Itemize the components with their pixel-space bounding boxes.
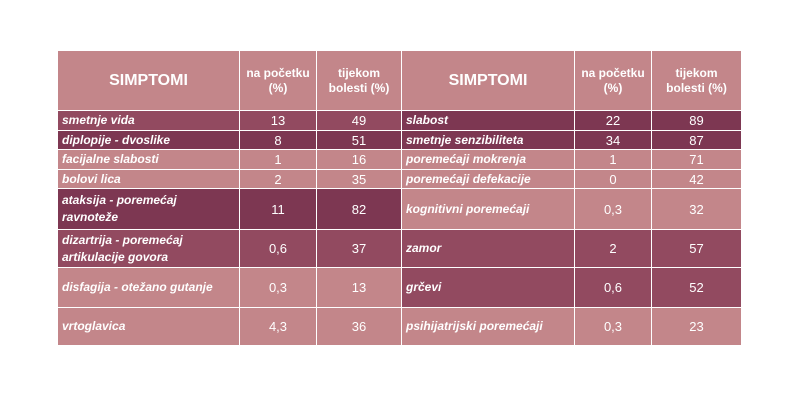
right-at-start-value: 22 <box>574 110 652 131</box>
left-symptom-name: bolovi lica <box>57 169 240 189</box>
header-during-right: tijekom bolesti (%) <box>651 50 742 111</box>
left-at-start-value: 11 <box>239 188 317 230</box>
left-at-start-value: 8 <box>239 130 317 150</box>
table-row: ataksija - poremećaj ravnoteže 11 82 kog… <box>57 188 742 230</box>
right-at-start-value: 0,6 <box>574 267 652 308</box>
right-at-start-value: 34 <box>574 130 652 150</box>
table-row: disfagija - otežano gutanje 0,3 13 grčev… <box>57 267 742 308</box>
right-during-value: 52 <box>651 267 742 308</box>
right-during-value: 87 <box>651 130 742 150</box>
right-during-value: 42 <box>651 169 742 189</box>
right-symptom-name: poremećaji defekacije <box>401 169 575 189</box>
right-during-value: 32 <box>651 188 742 230</box>
right-symptom-name: kognitivni poremećaji <box>401 188 575 230</box>
left-during-value: 13 <box>316 267 402 308</box>
left-symptom-name: facijalne slabosti <box>57 149 240 170</box>
left-at-start-value: 13 <box>239 110 317 131</box>
right-symptom-name: grčevi <box>401 267 575 308</box>
left-during-value: 51 <box>316 130 402 150</box>
left-symptom-name: dizartrija - poremećaj artikulacije govo… <box>57 229 240 268</box>
table-row: bolovi lica 2 35 poremećaji defekacije 0… <box>57 169 742 189</box>
left-during-value: 35 <box>316 169 402 189</box>
header-symptoms-right: SIMPTOMI <box>401 50 575 111</box>
left-at-start-value: 0,3 <box>239 267 317 308</box>
header-at-start-right: na početku (%) <box>574 50 652 111</box>
left-during-value: 16 <box>316 149 402 170</box>
left-at-start-value: 2 <box>239 169 317 189</box>
table-row: facijalne slabosti 1 16 poremećaji mokre… <box>57 149 742 170</box>
right-during-value: 89 <box>651 110 742 131</box>
left-at-start-value: 1 <box>239 149 317 170</box>
left-symptom-name: smetnje vida <box>57 110 240 131</box>
left-during-value: 49 <box>316 110 402 131</box>
left-during-value: 36 <box>316 307 402 346</box>
table-row: diplopije - dvoslike 8 51 smetnje senzib… <box>57 130 742 150</box>
left-symptom-name: ataksija - poremećaj ravnoteže <box>57 188 240 230</box>
left-at-start-value: 4,3 <box>239 307 317 346</box>
header-symptoms-left: SIMPTOMI <box>57 50 240 111</box>
table-row: dizartrija - poremećaj artikulacije govo… <box>57 229 742 268</box>
header-row: SIMPTOMI na početku (%) tijekom bolesti … <box>57 50 742 111</box>
right-symptom-name: slabost <box>401 110 575 131</box>
right-at-start-value: 2 <box>574 229 652 268</box>
left-symptom-name: vrtoglavica <box>57 307 240 346</box>
right-during-value: 71 <box>651 149 742 170</box>
symptoms-table: SIMPTOMI na početku (%) tijekom bolesti … <box>57 50 742 346</box>
header-during-left: tijekom bolesti (%) <box>316 50 402 111</box>
right-during-value: 57 <box>651 229 742 268</box>
left-during-value: 82 <box>316 188 402 230</box>
left-at-start-value: 0,6 <box>239 229 317 268</box>
table-row: vrtoglavica 4,3 36 psihijatrijski poreme… <box>57 307 742 346</box>
right-symptom-name: zamor <box>401 229 575 268</box>
right-symptom-name: poremećaji mokrenja <box>401 149 575 170</box>
left-symptom-name: diplopije - dvoslike <box>57 130 240 150</box>
right-at-start-value: 1 <box>574 149 652 170</box>
left-during-value: 37 <box>316 229 402 268</box>
left-symptom-name: disfagija - otežano gutanje <box>57 267 240 308</box>
right-symptom-name: psihijatrijski poremećaji <box>401 307 575 346</box>
right-at-start-value: 0 <box>574 169 652 189</box>
right-during-value: 23 <box>651 307 742 346</box>
right-at-start-value: 0,3 <box>574 188 652 230</box>
right-symptom-name: smetnje senzibiliteta <box>401 130 575 150</box>
right-at-start-value: 0,3 <box>574 307 652 346</box>
table-row: smetnje vida 13 49 slabost 22 89 <box>57 110 742 131</box>
header-at-start-left: na početku (%) <box>239 50 317 111</box>
